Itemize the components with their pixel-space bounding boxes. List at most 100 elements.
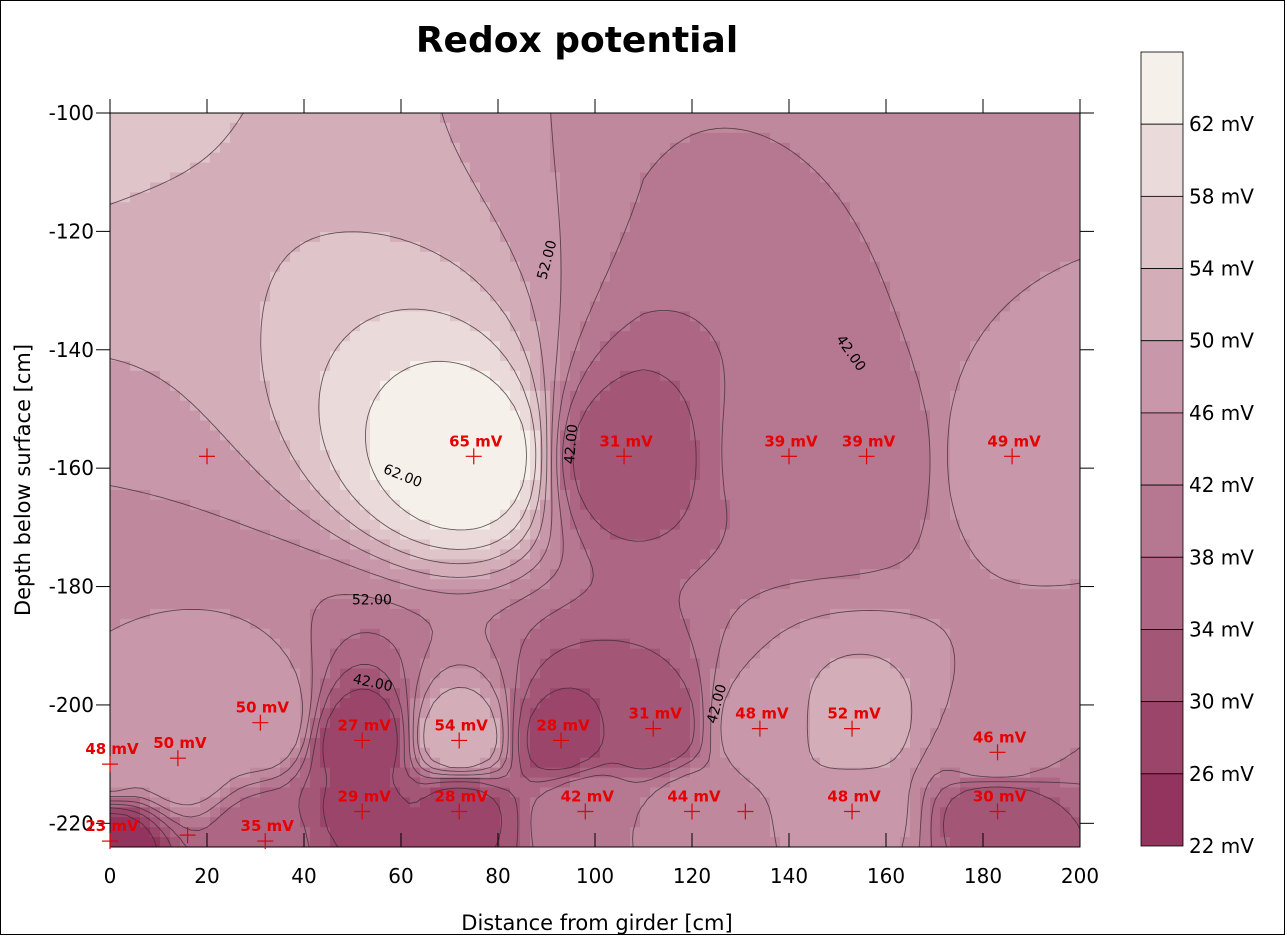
contour-band-cell: [240, 509, 251, 521]
contour-band-cell: [760, 569, 771, 580]
contour-band-cell: [550, 747, 561, 759]
contour-band-cell: [690, 182, 701, 193]
contour-band-cell: [350, 241, 361, 253]
contour-band-cell: [520, 489, 531, 501]
contour-band-cell: [670, 261, 681, 273]
contour-band-cell: [250, 718, 261, 729]
contour-band-cell: [280, 301, 291, 312]
contour-band-cell: [260, 192, 271, 203]
contour-band-cell: [110, 261, 121, 273]
contour-band-cell: [180, 241, 191, 253]
contour-band-cell: [570, 767, 581, 779]
contour-band-cell: [130, 281, 141, 293]
contour-band-cell: [510, 380, 521, 392]
contour-band-cell: [300, 182, 311, 193]
contour-band-cell: [210, 430, 221, 441]
contour-band-cell: [770, 311, 781, 322]
contour-band-cell: [260, 817, 271, 828]
contour-band-cell: [470, 162, 481, 174]
contour-band-cell: [280, 708, 291, 719]
contour-band-cell: [650, 251, 661, 263]
contour-band-cell: [510, 658, 521, 670]
contour-band-cell: [720, 589, 731, 600]
contour-band-cell: [310, 122, 321, 134]
contour-band-cell: [420, 569, 431, 580]
contour-band-cell: [210, 489, 221, 501]
contour-band-cell: [690, 400, 701, 412]
contour-band-cell: [660, 539, 671, 551]
contour-band-cell: [540, 608, 551, 620]
contour-band-cell: [210, 837, 221, 847]
contour-band-cell: [750, 678, 761, 689]
contour-band-cell: [750, 222, 761, 233]
contour-band-cell: [430, 509, 441, 521]
contour-band-cell: [150, 599, 161, 610]
contour-band-cell: [500, 827, 511, 838]
contour-band-cell: [300, 450, 311, 461]
contour-band-cell: [630, 410, 641, 422]
contour-band-cell: [160, 767, 171, 779]
contour-band-cell: [550, 430, 561, 441]
contour-band-cell: [530, 628, 541, 640]
contour-band-cell: [110, 113, 121, 124]
contour-band-cell: [620, 212, 631, 223]
contour-band-cell: [480, 182, 491, 193]
contour-band-cell: [560, 212, 571, 223]
contour-band-cell: [670, 797, 681, 808]
contour-band-cell: [620, 182, 631, 193]
contour-band-cell: [330, 718, 341, 729]
contour-band-cell: [550, 460, 561, 471]
contour-band-cell: [520, 678, 531, 689]
contour-band-cell: [440, 132, 451, 144]
contour-band-cell: [500, 440, 511, 451]
contour-band-cell: [710, 489, 721, 501]
contour-band-cell: [210, 797, 221, 808]
contour-band-cell: [440, 708, 451, 719]
contour-band-cell: [570, 301, 581, 312]
contour-band-cell: [280, 777, 291, 789]
contour-band-cell: [130, 648, 141, 660]
contour-band-cell: [210, 708, 221, 719]
contour-band-cell: [140, 440, 151, 451]
contour-band-cell: [770, 232, 781, 243]
contour-band-cell: [660, 301, 671, 312]
contour-band-cell: [160, 678, 171, 689]
contour-band-cell: [580, 589, 591, 600]
contour-band-cell: [480, 202, 491, 213]
contour-band-cell: [270, 638, 281, 650]
contour-band-cell: [490, 787, 501, 799]
contour-band-cell: [520, 608, 531, 620]
contour-band-cell: [220, 569, 231, 580]
contour-band-cell: [740, 222, 751, 233]
contour-band-cell: [380, 311, 391, 322]
contour-band-cell: [180, 202, 191, 213]
contour-band-cell: [110, 390, 121, 402]
contour-band-cell: [320, 589, 331, 600]
contour-band-cell: [530, 579, 541, 590]
contour-band-cell: [220, 450, 231, 461]
contour-band-cell: [170, 271, 181, 283]
contour-band-cell: [770, 430, 781, 441]
contour-band-cell: [690, 152, 701, 164]
contour-band-cell: [650, 618, 661, 630]
contour-band-cell: [170, 747, 181, 759]
contour-band-cell: [350, 321, 361, 332]
contour-band-cell: [690, 420, 701, 432]
contour-band-cell: [440, 341, 451, 352]
contour-band-cell: [110, 757, 121, 769]
contour-band-cell: [140, 132, 151, 144]
contour-band-cell: [620, 668, 631, 679]
contour-band-cell: [600, 113, 611, 124]
contour-band-cell: [530, 222, 541, 233]
contour-band-cell: [720, 172, 731, 184]
contour-band-cell: [350, 360, 361, 372]
contour-band-cell: [280, 608, 291, 620]
contour-band-cell: [300, 489, 311, 501]
contour-band-cell: [620, 351, 631, 362]
contour-band-cell: [270, 658, 281, 670]
contour-band-cell: [490, 608, 501, 620]
contour-band-cell: [470, 202, 481, 213]
contour-band-cell: [150, 698, 161, 709]
contour-band-cell: [280, 837, 291, 847]
contour-band-cell: [320, 182, 331, 193]
